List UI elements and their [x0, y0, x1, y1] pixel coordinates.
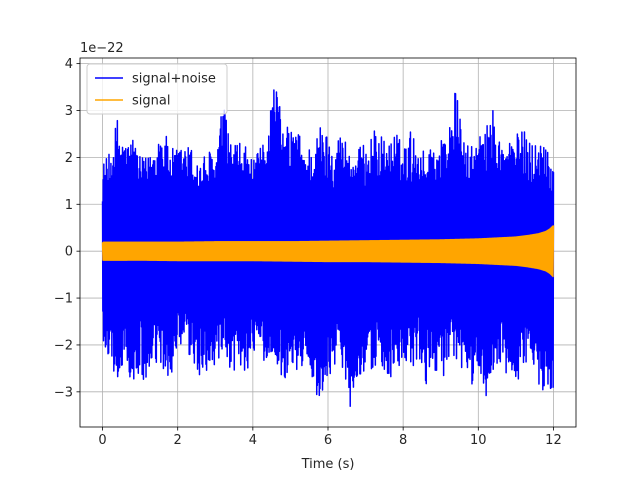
legend-box [86, 63, 228, 115]
x-tick-label: 8 [399, 433, 407, 448]
y-tick-label: −1 [54, 292, 73, 307]
legend: signal+noise signal [86, 63, 228, 115]
legend-label: signal [132, 94, 170, 109]
y-tick-label: 3 [65, 104, 73, 119]
x-tick-label: 2 [174, 433, 182, 448]
x-tick-label: 6 [324, 433, 332, 448]
y-tick-label: 0 [65, 245, 73, 260]
legend-label: signal+noise [132, 72, 216, 87]
y-offset-text: 1e−22 [80, 41, 124, 56]
series-line-signal [101, 225, 555, 278]
plot-area [101, 89, 555, 407]
series-line-signal-noise [101, 89, 555, 407]
x-axis-label: Time (s) [301, 457, 355, 472]
x-tick-label: 0 [98, 433, 106, 448]
y-tick-label: 2 [65, 151, 73, 166]
y-tick-label: −3 [54, 385, 73, 400]
x-tick-label: 4 [249, 433, 257, 448]
x-tick-label: 10 [470, 433, 487, 448]
y-tick-label: 1 [65, 198, 73, 213]
y-tick-label: −2 [54, 338, 73, 353]
x-tick-label: 12 [545, 433, 562, 448]
y-tick-label: 4 [65, 57, 73, 72]
